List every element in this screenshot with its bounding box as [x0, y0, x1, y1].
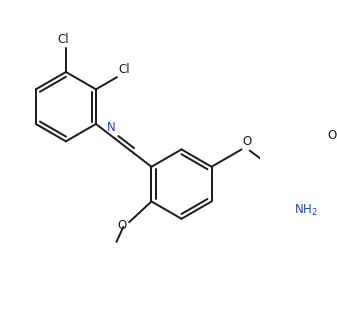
- Text: N: N: [106, 121, 115, 133]
- Text: NH$_2$: NH$_2$: [295, 203, 318, 218]
- Text: O: O: [328, 129, 337, 142]
- Text: Cl: Cl: [119, 63, 130, 77]
- Text: Cl: Cl: [58, 33, 69, 46]
- Text: O: O: [243, 135, 252, 148]
- Text: O: O: [118, 219, 127, 232]
